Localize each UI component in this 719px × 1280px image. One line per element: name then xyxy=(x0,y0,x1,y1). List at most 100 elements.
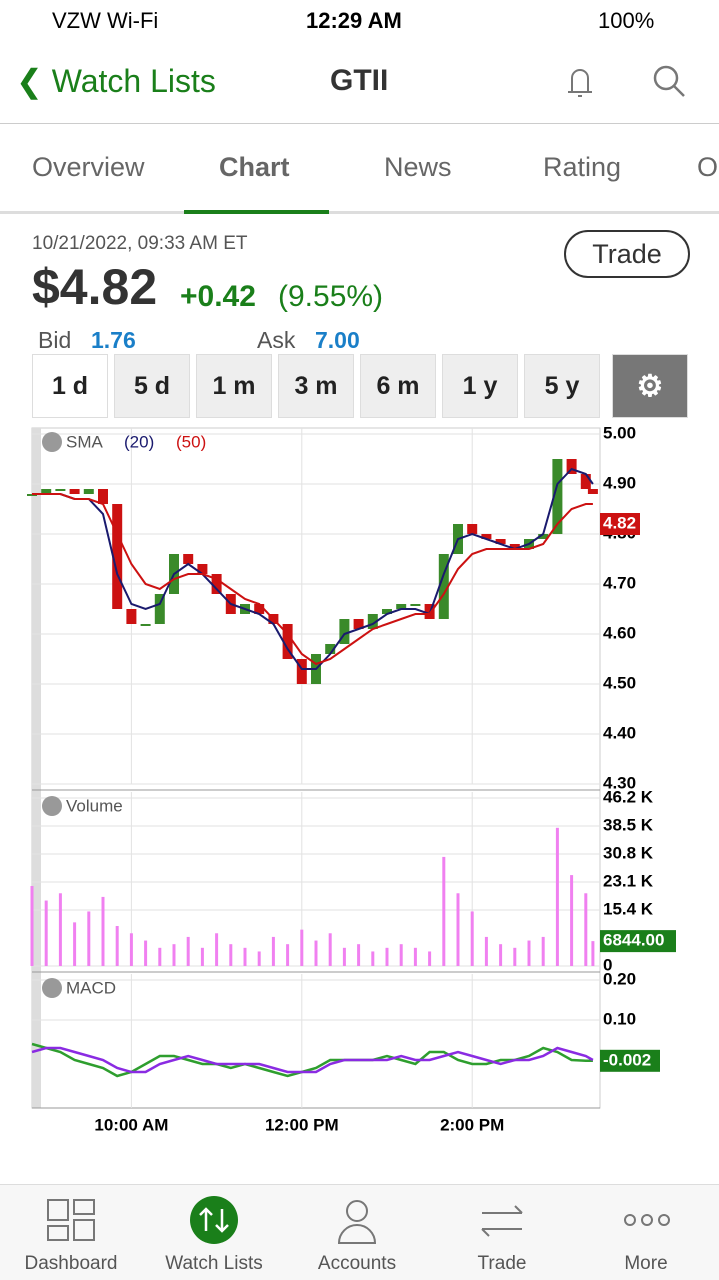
candle xyxy=(183,554,194,564)
candle xyxy=(83,489,94,494)
volume-bar xyxy=(257,951,261,966)
bid: 1.76 xyxy=(91,327,136,353)
last-macd-label: -0.002 xyxy=(603,1050,651,1069)
tab[interactable]: Chart xyxy=(219,152,290,182)
x-tick-label: 12:00 PM xyxy=(265,1115,339,1134)
legend-label: SMA xyxy=(66,432,104,451)
last-price-tag xyxy=(600,513,640,535)
candle xyxy=(69,489,80,494)
search-icon[interactable] xyxy=(653,65,679,91)
bid-label: Bid xyxy=(38,327,72,353)
nav-item[interactable]: Watch Lists xyxy=(165,1253,263,1274)
left-edge xyxy=(32,428,41,1108)
volume-bar xyxy=(484,936,488,966)
candle xyxy=(538,534,549,539)
volume-bar xyxy=(541,936,545,966)
legend-label: MACD xyxy=(66,978,116,997)
y-tick-label: 5.00 xyxy=(603,423,636,442)
trade-button[interactable]: Trade xyxy=(564,230,690,278)
sma-line xyxy=(32,467,594,670)
back-button[interactable]: ❮ Watch Lists xyxy=(16,63,216,99)
bottom-nav xyxy=(0,1184,719,1280)
nav-icons xyxy=(47,1196,670,1244)
volume-bar xyxy=(357,944,361,966)
ask-label: Ask xyxy=(257,327,296,353)
volume-bar xyxy=(186,936,190,966)
candle xyxy=(339,619,350,644)
range-button[interactable]: 1 d xyxy=(32,354,108,418)
volume-bar xyxy=(30,886,34,966)
y-tick-label: 0 xyxy=(603,955,612,974)
nav-item[interactable]: Dashboard xyxy=(24,1253,118,1274)
last-volume-tag xyxy=(600,930,676,953)
y-tick-label: 0.10 xyxy=(603,1009,636,1028)
y-tick-label: 38.5 K xyxy=(603,815,654,834)
tab[interactable]: O xyxy=(697,152,719,182)
symbol-title: GTII xyxy=(330,64,389,97)
candle xyxy=(587,489,598,494)
candle xyxy=(211,574,222,594)
candle xyxy=(396,604,407,609)
candle xyxy=(467,524,478,534)
volume-bar xyxy=(73,922,77,966)
tab[interactable]: News xyxy=(384,152,452,182)
settings-button[interactable]: ⚙ xyxy=(612,354,688,418)
volume-bar xyxy=(456,893,460,966)
header-icons[interactable] xyxy=(560,60,690,100)
nav-item[interactable]: More xyxy=(624,1253,668,1274)
volume-bar xyxy=(314,940,318,966)
candle xyxy=(495,539,506,544)
legend-a: (20) xyxy=(124,432,154,451)
volume-bar xyxy=(243,947,247,966)
quote-time: 10/21/2022, 09:33 AM ET xyxy=(32,233,248,254)
volume-bar xyxy=(385,947,389,966)
candle xyxy=(353,619,364,629)
candle xyxy=(254,604,265,614)
candle xyxy=(552,459,563,534)
range-button[interactable]: 3 m xyxy=(278,354,354,418)
tab[interactable]: Overview xyxy=(32,152,145,182)
range-button[interactable]: 1 y xyxy=(442,354,518,418)
close-icon xyxy=(42,432,62,452)
candle xyxy=(509,544,520,549)
candle xyxy=(154,594,165,624)
y-tick-label: 4.40 xyxy=(603,723,636,742)
candle xyxy=(126,609,137,624)
battery: 100% xyxy=(598,8,655,33)
candle xyxy=(580,474,591,489)
volume-bar xyxy=(286,944,290,966)
candle xyxy=(55,489,66,491)
volume-bar xyxy=(527,940,531,966)
volume-bar xyxy=(428,951,432,966)
candle xyxy=(367,614,378,629)
change-pct: (9.55%) xyxy=(278,280,384,313)
nav-item[interactable]: Accounts xyxy=(317,1253,397,1274)
back-label: Watch Lists xyxy=(51,63,216,99)
volume-bar xyxy=(200,947,204,966)
range-button[interactable]: 6 m xyxy=(360,354,436,418)
volume-bar xyxy=(570,875,574,966)
volume-bar xyxy=(172,944,176,966)
range-button[interactable]: 1 m xyxy=(196,354,272,418)
candle xyxy=(566,459,577,474)
change: +0.42 xyxy=(180,280,256,313)
candle xyxy=(438,554,449,619)
volume-bar xyxy=(555,827,559,966)
volume-bar xyxy=(328,933,332,966)
nav-item[interactable]: Trade xyxy=(477,1253,527,1274)
candle xyxy=(296,659,307,684)
legend-b: (50) xyxy=(176,432,206,451)
bell-icon[interactable] xyxy=(568,69,592,97)
last-volume-label: 6844.00 xyxy=(603,931,664,950)
y-tick-label: 46.2 K xyxy=(603,787,654,806)
candle xyxy=(98,489,108,504)
clock: 12:29 AM xyxy=(306,8,402,33)
tab[interactable]: Rating xyxy=(543,152,622,182)
volume-bar xyxy=(499,944,503,966)
last-macd-tag xyxy=(600,1049,660,1072)
range-button[interactable]: 5 y xyxy=(524,354,600,418)
sma-line xyxy=(32,493,593,666)
candle xyxy=(197,564,208,574)
range-button[interactable]: 5 d xyxy=(114,354,190,418)
